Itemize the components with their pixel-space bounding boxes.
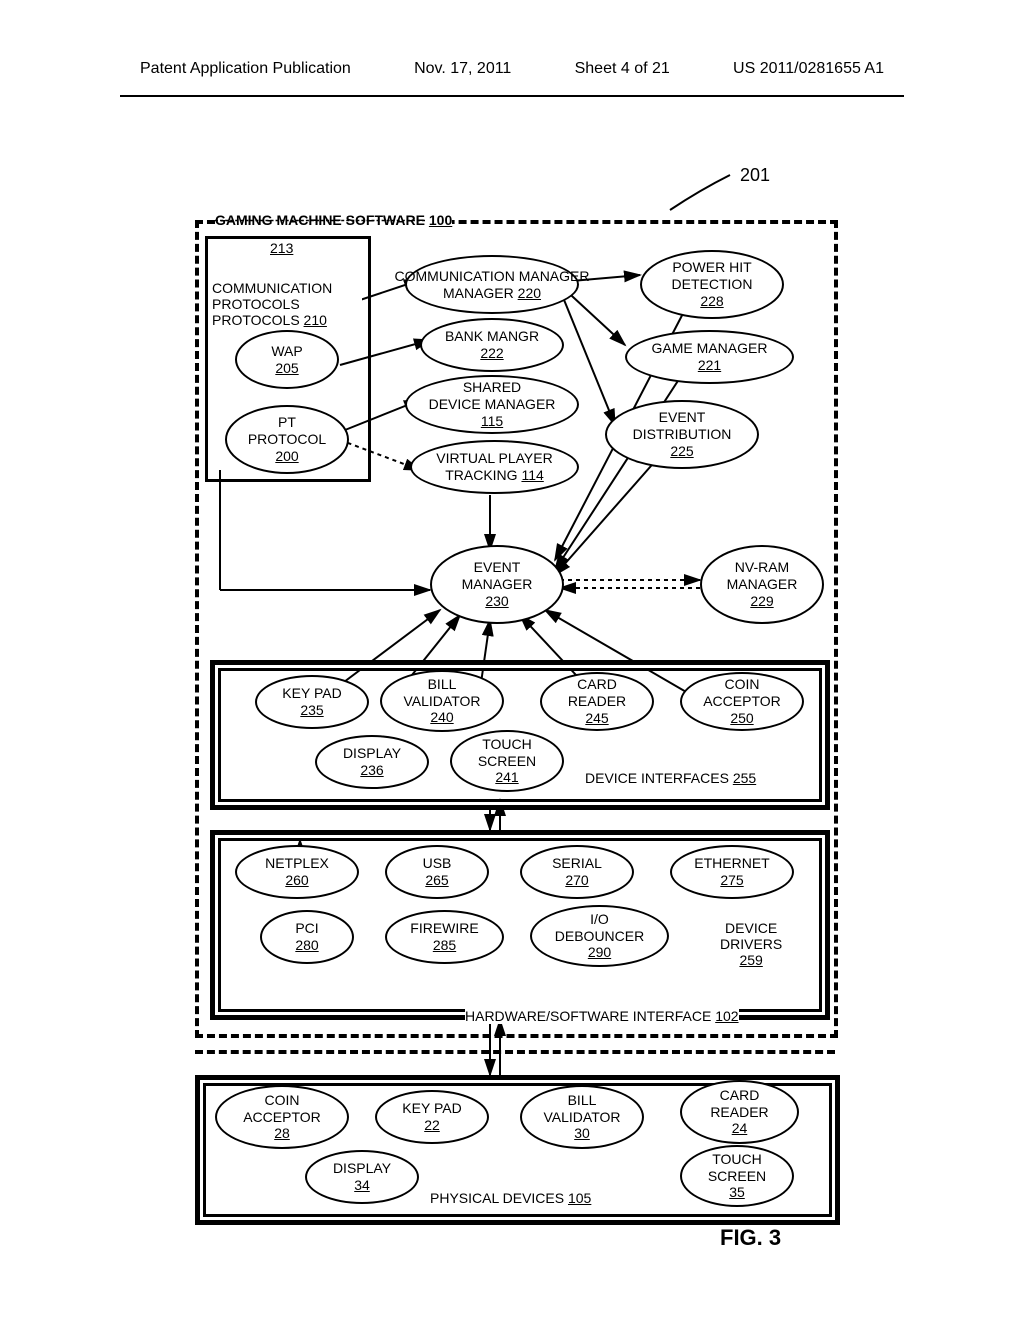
serial-node: SERIAL270	[520, 845, 634, 899]
pci-node: PCI280	[260, 910, 354, 964]
netplex-node: NETPLEX260	[235, 845, 359, 899]
physical-display-node: DISPLAY34	[305, 1150, 419, 1204]
physical-keypad-node: KEY PAD22	[375, 1090, 489, 1144]
power-hit-detection-node: POWER HIT DETECTION 228	[640, 250, 784, 319]
docnum-label: US 2011/0281655 A1	[733, 60, 884, 78]
hw-sw-interface-label: HARDWARE/SOFTWARE INTERFACE 102	[465, 1008, 739, 1024]
ref-201: 201	[740, 165, 770, 186]
card-reader-node: CARDREADER 245	[540, 672, 654, 731]
comm-manager-node: COMMUNICATION MANAGER MANAGER 220	[405, 255, 579, 314]
firewire-node: FIREWIRE285	[385, 910, 504, 964]
sheet-label: Sheet 4 of 21	[575, 60, 670, 78]
physical-devices-label: PHYSICAL DEVICES 105	[430, 1190, 591, 1206]
comm-protocols-label: COMMUNICATION PROTOCOLS PROTOCOLS 210	[212, 280, 362, 328]
pub-label: Patent Application Publication	[140, 60, 351, 78]
physical-coin-acceptor-node: COINACCEPTOR28	[215, 1085, 349, 1149]
usb-node: USB265	[385, 845, 489, 899]
physical-card-reader-node: CARDREADER24	[680, 1080, 799, 1144]
bank-manager-node: BANK MANGR 222	[420, 318, 564, 372]
page-header: Patent Application Publication Nov. 17, …	[0, 60, 1024, 78]
virtual-player-tracking-node: VIRTUAL PLAYER TRACKING 114	[410, 440, 579, 494]
keypad-node: KEY PAD 235	[255, 675, 369, 729]
event-manager-node: EVENT MANAGER 230	[430, 545, 564, 624]
io-debouncer-node: I/ODEBOUNCER290	[530, 905, 669, 967]
nvram-manager-node: NV-RAM MANAGER 229	[700, 545, 824, 624]
wap-node: WAP 205	[235, 330, 339, 389]
physical-touch-screen-node: TOUCHSCREEN35	[680, 1145, 794, 1207]
event-distribution-node: EVENT DISTRIBUTION 225	[605, 400, 759, 469]
date-label: Nov. 17, 2011	[414, 60, 511, 78]
physical-bill-validator-node: BILLVALIDATOR30	[520, 1085, 644, 1149]
touch-screen-node: TOUCHSCREEN 241	[450, 730, 564, 792]
ethernet-node: ETHERNET275	[670, 845, 794, 899]
header-rule	[120, 95, 904, 97]
gaming-machine-software-label: GAMING MACHINE SOFTWARE 100	[215, 212, 452, 228]
dashed-divider	[195, 1050, 835, 1054]
game-manager-node: GAME MANAGER 221	[625, 330, 794, 384]
coin-acceptor-node: COINACCEPTOR 250	[680, 672, 804, 731]
pt-protocol-node: PT PROTOCOL 200	[225, 405, 349, 474]
display-node: DISPLAY 236	[315, 735, 429, 789]
section-213: 213	[270, 240, 293, 256]
device-drivers-label: DEVICEDRIVERS259	[720, 920, 782, 968]
device-interfaces-label: DEVICE INTERFACES 255	[585, 770, 756, 786]
shared-device-manager-node: SHARED DEVICE MANAGER 115	[405, 375, 579, 434]
bill-validator-node: BILLVALIDATOR 240	[380, 670, 504, 732]
figure-label: FIG. 3	[720, 1225, 781, 1251]
